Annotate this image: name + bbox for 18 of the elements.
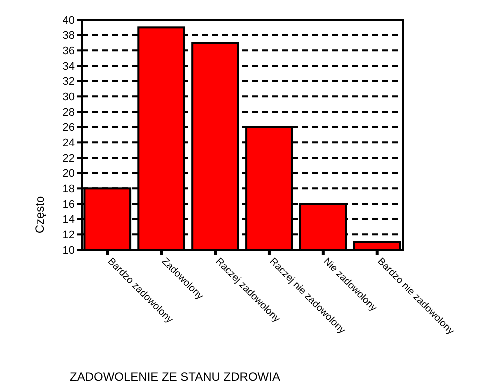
y-tick-label: 16 (62, 198, 75, 211)
y-tick-label: 22 (62, 152, 75, 165)
y-tick-label: 36 (62, 46, 75, 58)
y-tick-label: 10 (62, 244, 75, 257)
y-tick-label: 40 (62, 14, 75, 27)
y-tick-label: 12 (62, 230, 75, 242)
y-tick-label: 32 (62, 76, 75, 88)
x-axis-title: ZADOWOLENIE ZE STANU ZDROWIA (70, 370, 280, 384)
y-tick-label: 14 (62, 214, 75, 226)
y-axis-title: Często (33, 196, 47, 234)
y-tick-label: 24 (62, 138, 75, 150)
y-tick-label: 28 (62, 106, 75, 119)
y-tick-label: 38 (62, 30, 75, 42)
y-tick-label: 18 (62, 184, 75, 196)
y-tick-label: 34 (62, 60, 75, 73)
y-tick-label: 30 (62, 92, 75, 104)
y-tick-label: 20 (62, 168, 75, 180)
y-tick-label: 26 (62, 122, 75, 134)
